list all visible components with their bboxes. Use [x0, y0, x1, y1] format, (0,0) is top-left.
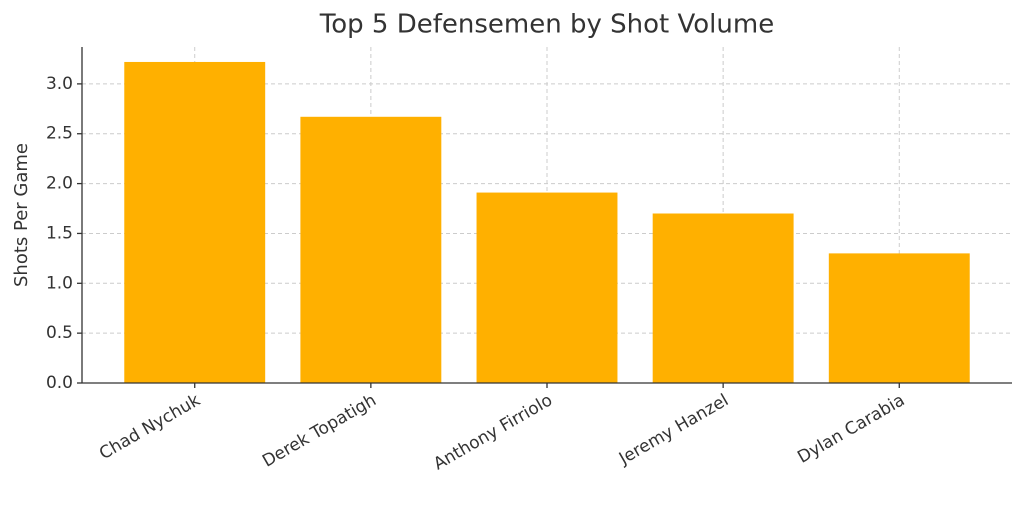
x-tick-label: Derek Topatigh: [259, 390, 380, 471]
bar: [124, 61, 266, 383]
y-axis-label: Shots Per Game: [11, 143, 32, 287]
chart-title: Top 5 Defensemen by Shot Volume: [319, 10, 774, 40]
bar: [828, 253, 970, 383]
x-tick-label: Jeremy Hanzel: [615, 390, 732, 469]
bar: [652, 213, 794, 383]
x-tick-label: Dylan Carabia: [794, 390, 908, 467]
x-tick-label: Anthony Firriolo: [430, 390, 556, 474]
y-tick-label: 0.0: [46, 373, 73, 393]
y-tick-label: 0.5: [46, 323, 73, 343]
y-tick-label: 3.0: [46, 74, 73, 94]
y-tick-label: 2.0: [46, 174, 73, 194]
y-tick-label: 1.5: [46, 223, 73, 243]
y-tick-label: 2.5: [46, 124, 73, 144]
bar: [300, 116, 442, 383]
bar: [476, 192, 618, 383]
x-tick-label: Chad Nychuk: [96, 390, 204, 464]
y-tick-label: 1.0: [46, 273, 73, 293]
